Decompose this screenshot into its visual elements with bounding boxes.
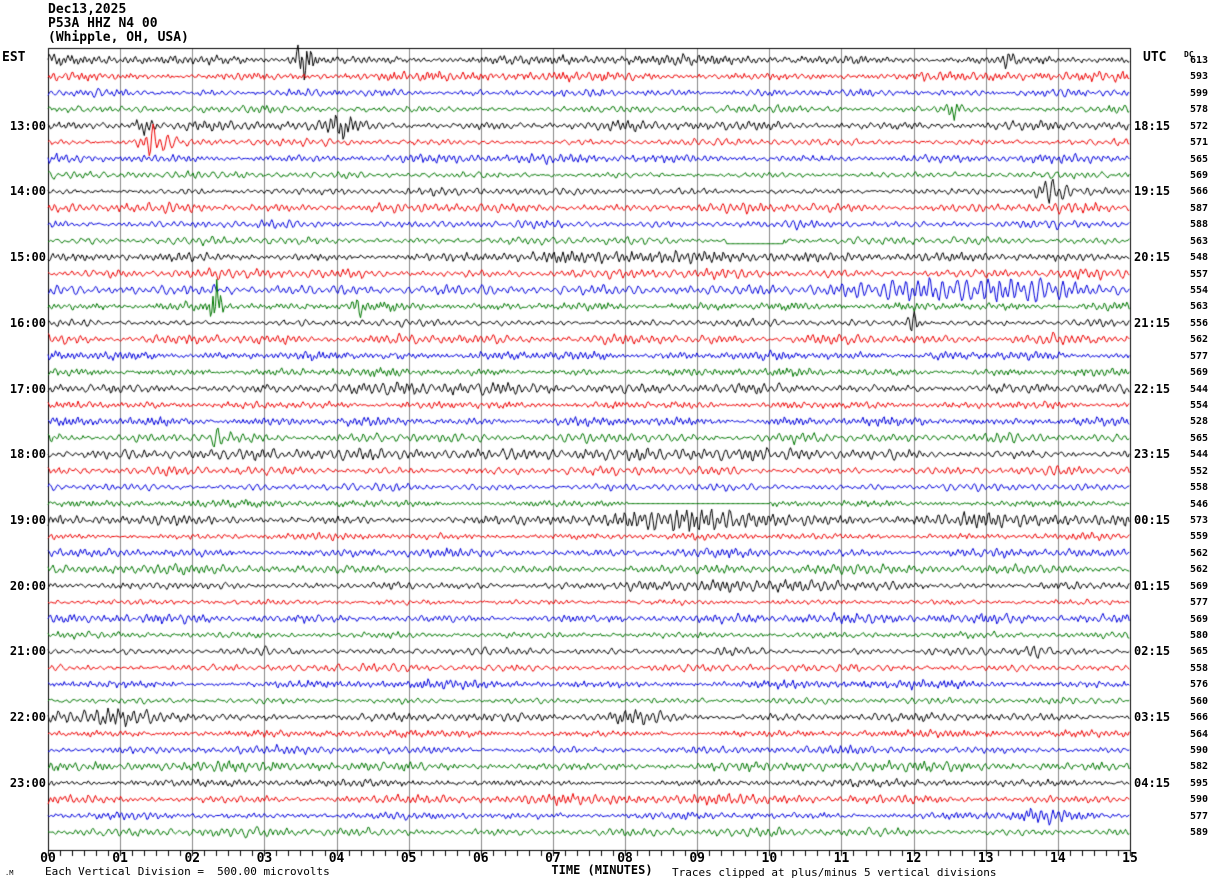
header-station: P53A HHZ N4 00	[48, 16, 158, 31]
header-location: (Whipple, OH, USA)	[48, 30, 189, 45]
header-date: Dec13,2025	[48, 2, 127, 17]
corner-mark: .M	[5, 869, 14, 877]
right-timezone-label: UTC	[1143, 50, 1167, 65]
left-timezone-label: EST	[2, 50, 26, 65]
clip-note: Traces clipped at plus/minus 5 vertical …	[672, 866, 997, 879]
scale-note: Each Vertical Division = 500.00 microvol…	[45, 865, 330, 878]
dc-column-header: DC	[1184, 50, 1194, 59]
time-axis-title: TIME (MINUTES)	[551, 863, 653, 877]
